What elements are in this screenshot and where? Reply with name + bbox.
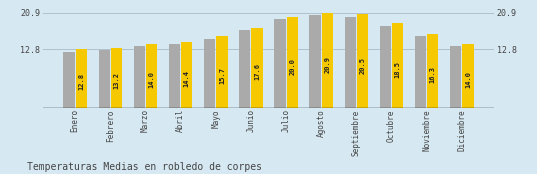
Text: 20.5: 20.5	[359, 57, 366, 74]
Bar	[287, 17, 298, 108]
Bar	[216, 36, 228, 108]
Bar	[63, 52, 75, 108]
Bar	[322, 13, 333, 108]
Bar	[99, 50, 110, 108]
Bar	[204, 38, 215, 108]
Bar	[462, 44, 474, 108]
Bar	[251, 27, 263, 108]
Bar	[239, 30, 250, 108]
Text: 18.5: 18.5	[395, 61, 401, 78]
Bar	[181, 42, 192, 108]
Bar	[450, 46, 461, 108]
Bar	[146, 44, 157, 108]
Text: 14.0: 14.0	[149, 71, 155, 88]
Bar	[392, 23, 403, 108]
Bar	[111, 48, 122, 108]
Bar	[309, 15, 321, 108]
Bar	[134, 46, 145, 108]
Text: 13.2: 13.2	[113, 72, 120, 89]
Bar	[380, 26, 391, 108]
Bar	[169, 44, 180, 108]
Text: 15.7: 15.7	[219, 67, 225, 84]
Bar	[274, 19, 286, 108]
Text: 17.6: 17.6	[254, 63, 260, 80]
Bar	[415, 36, 426, 108]
Text: 14.0: 14.0	[465, 71, 471, 88]
Text: 14.4: 14.4	[184, 70, 190, 87]
Text: 12.8: 12.8	[78, 73, 84, 90]
Bar	[76, 49, 87, 108]
Text: 20.0: 20.0	[289, 58, 295, 75]
Bar	[345, 17, 356, 108]
Text: Temperaturas Medias en robledo de corpes: Temperaturas Medias en robledo de corpes	[27, 162, 262, 172]
Bar	[427, 34, 438, 108]
Bar	[357, 14, 368, 108]
Text: 16.3: 16.3	[430, 66, 436, 83]
Text: 20.9: 20.9	[324, 57, 330, 73]
